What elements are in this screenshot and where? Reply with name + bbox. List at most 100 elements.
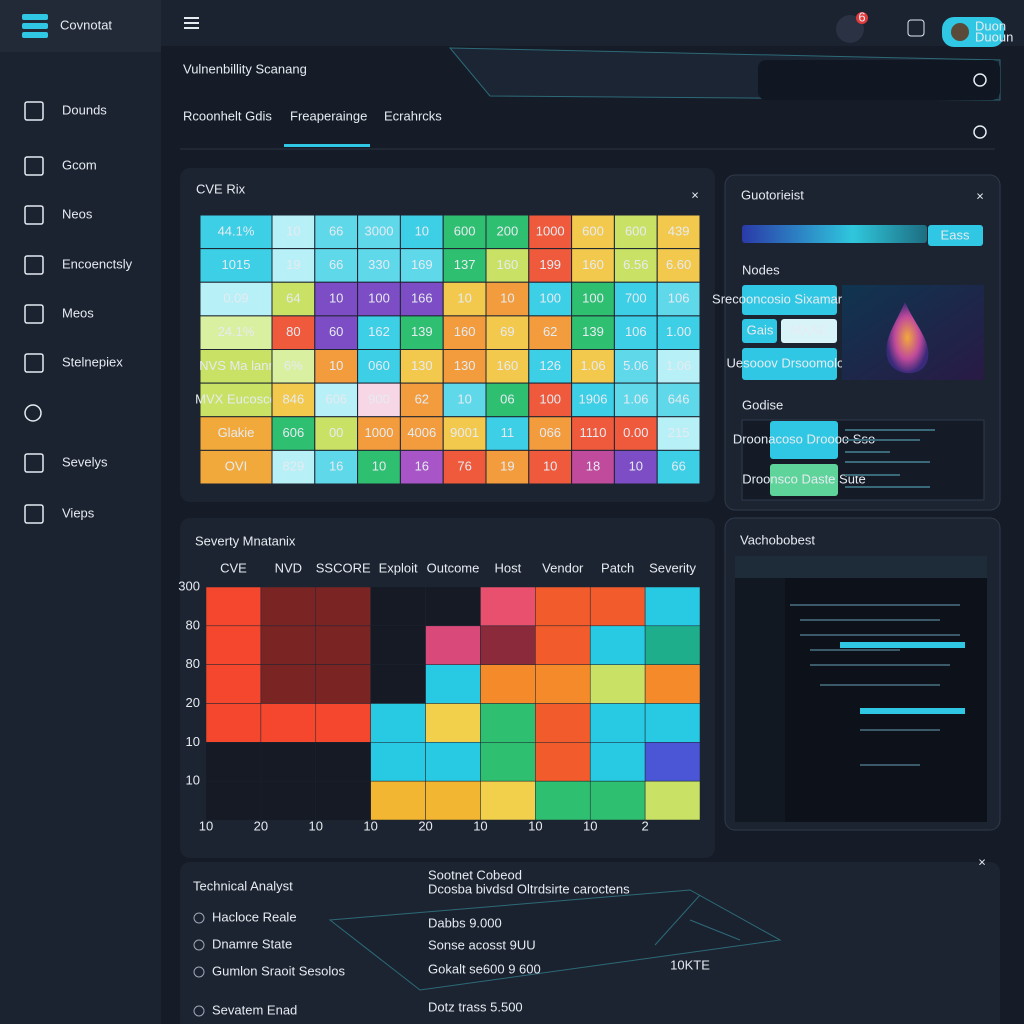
- matrix-cell[interactable]: [357, 382, 401, 418]
- heat-cell[interactable]: [535, 780, 591, 821]
- nav-item[interactable]: Stelnepiex: [62, 354, 123, 369]
- matrix-cell[interactable]: [571, 248, 615, 283]
- heat-cell[interactable]: [480, 625, 536, 665]
- heat-cell[interactable]: [644, 625, 701, 665]
- close-button[interactable]: ×: [976, 188, 984, 203]
- heat-cell[interactable]: [260, 703, 317, 743]
- matrix-cell[interactable]: [656, 349, 701, 384]
- nav-icon[interactable]: [24, 504, 44, 524]
- heat-cell[interactable]: [260, 664, 317, 704]
- matrix-cell[interactable]: [357, 248, 401, 283]
- heat-cell[interactable]: [589, 586, 646, 627]
- matrix-cell[interactable]: [613, 315, 658, 350]
- matrix-cell[interactable]: [485, 382, 530, 418]
- heat-cell[interactable]: [315, 742, 371, 782]
- heat-cell[interactable]: [535, 586, 591, 627]
- heat-cell[interactable]: [315, 664, 371, 704]
- header-bar[interactable]: [161, 0, 1024, 46]
- heat-cell[interactable]: [370, 664, 426, 704]
- tab[interactable]: Ecrahrcks: [384, 108, 442, 123]
- nav-icon[interactable]: [24, 156, 44, 176]
- matrix-cell[interactable]: [571, 449, 615, 485]
- matrix-cell[interactable]: [528, 416, 573, 451]
- heat-cell[interactable]: [370, 742, 426, 782]
- nav-item[interactable]: Encoenctsly: [62, 256, 133, 271]
- matrix-cell[interactable]: [442, 349, 487, 384]
- heat-cell[interactable]: [425, 780, 481, 821]
- search-box[interactable]: [758, 60, 1000, 100]
- nav-icon[interactable]: [24, 353, 44, 373]
- heat-cell[interactable]: [370, 586, 426, 627]
- nav-item[interactable]: Meos: [62, 305, 94, 320]
- nav-icon[interactable]: [24, 255, 44, 275]
- heat-cell[interactable]: [535, 625, 591, 665]
- alert-button[interactable]: [836, 15, 864, 43]
- heat-cell[interactable]: [480, 703, 536, 743]
- heat-cell[interactable]: [315, 586, 371, 627]
- matrix-cell[interactable]: [571, 382, 615, 418]
- nav-item[interactable]: Neos: [62, 206, 93, 221]
- heat-cell[interactable]: [425, 742, 481, 782]
- matrix-cell[interactable]: [656, 248, 701, 283]
- tab[interactable]: Freaperainge: [290, 108, 367, 123]
- heat-cell[interactable]: [370, 625, 426, 665]
- heat-cell[interactable]: [644, 742, 701, 782]
- heat-cell[interactable]: [644, 780, 701, 821]
- node-card[interactable]: [742, 285, 837, 315]
- matrix-cell[interactable]: [399, 382, 444, 418]
- matrix-cell[interactable]: [357, 449, 401, 485]
- heat-cell[interactable]: [370, 703, 426, 743]
- heat-cell[interactable]: [315, 625, 371, 665]
- nav-icon[interactable]: [24, 404, 42, 422]
- matrix-cell[interactable]: [571, 315, 615, 350]
- heat-cell[interactable]: [480, 586, 536, 627]
- matrix-cell[interactable]: [271, 416, 316, 451]
- heat-cell[interactable]: [315, 703, 371, 743]
- heat-cell[interactable]: [644, 664, 701, 704]
- matrix-cell[interactable]: [656, 382, 701, 418]
- matrix-cell[interactable]: [442, 281, 487, 317]
- matrix-cell[interactable]: [613, 248, 658, 283]
- matrix-cell[interactable]: [442, 315, 487, 350]
- nav-icon[interactable]: [24, 304, 44, 324]
- matrix-cell[interactable]: [271, 281, 316, 317]
- heat-cell[interactable]: [205, 780, 262, 821]
- heat-cell[interactable]: [535, 664, 591, 704]
- matrix-cell[interactable]: [571, 349, 615, 384]
- menu-button[interactable]: [184, 17, 199, 29]
- search-icon[interactable]: [973, 73, 987, 87]
- item-label[interactable]: Dnamre State: [212, 936, 292, 951]
- heat-cell[interactable]: [589, 703, 646, 743]
- matrix-cell[interactable]: [485, 281, 530, 317]
- matrix-cell[interactable]: [528, 449, 573, 485]
- heat-cell[interactable]: [480, 664, 536, 704]
- matrix-cell[interactable]: [314, 349, 359, 384]
- heat-cell[interactable]: [205, 586, 262, 627]
- heat-cell[interactable]: [205, 742, 262, 782]
- item-icon[interactable]: [193, 912, 205, 924]
- matrix-cell[interactable]: [271, 382, 316, 418]
- matrix-cell[interactable]: [613, 449, 658, 485]
- node-card[interactable]: [742, 348, 837, 380]
- heat-cell[interactable]: [535, 703, 591, 743]
- nav-item[interactable]: Sevelys: [62, 454, 108, 469]
- matrix-cell[interactable]: [314, 281, 359, 317]
- nav-item[interactable]: Dounds: [62, 102, 107, 117]
- search-icon[interactable]: [973, 125, 987, 139]
- matrix-cell[interactable]: [485, 248, 530, 283]
- log-card[interactable]: [770, 421, 838, 459]
- heat-cell[interactable]: [260, 742, 317, 782]
- matrix-cell[interactable]: [357, 214, 401, 250]
- matrix-cell[interactable]: [399, 281, 444, 317]
- item-label[interactable]: Sevatem Enad: [212, 1002, 297, 1017]
- matrix-cell[interactable]: [613, 382, 658, 418]
- matrix-cell[interactable]: [656, 281, 701, 317]
- matrix-cell[interactable]: [399, 416, 444, 451]
- matrix-cell[interactable]: [485, 449, 530, 485]
- heat-cell[interactable]: [205, 664, 262, 704]
- heat-cell[interactable]: [370, 780, 426, 821]
- heat-cell[interactable]: [425, 664, 481, 704]
- heat-cell[interactable]: [425, 625, 481, 665]
- matrix-cell[interactable]: [528, 248, 573, 283]
- nav-item[interactable]: Gcom: [62, 157, 97, 172]
